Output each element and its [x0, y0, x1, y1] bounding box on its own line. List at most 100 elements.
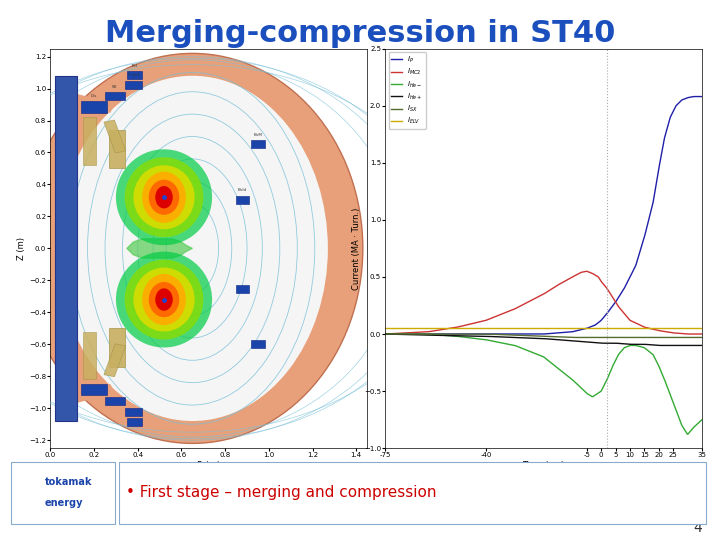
$I_{He-}$ [381, 331, 390, 338]
$I_{He+}$ [641, 341, 649, 348]
Bar [127, 418, 142, 426]
$I_P$ [381, 331, 390, 338]
$I_{He-}$ [531, 350, 540, 357]
$I_{MC2}$ [552, 282, 561, 289]
$I_{MC2}$ [534, 294, 542, 300]
Bar [84, 332, 96, 380]
$I_{SX}$ [568, 334, 577, 341]
Text: 4: 4 [693, 521, 702, 535]
Text: SX: SX [112, 85, 117, 89]
$I_{SX}$ [642, 334, 650, 341]
Text: P coil: P coil [128, 73, 139, 77]
$I_{MC2}$ [642, 324, 650, 330]
Legend: $I_P$, $I_{MC2}$, $I_{He-}$, $I_{He+}$, $I_{SX}$, $I_{ELV}$: $I_P$, $I_{MC2}$, $I_{He-}$, $I_{He+}$, … [389, 52, 426, 129]
$I_{MC2}$ [570, 273, 578, 280]
$I_P$ [690, 93, 699, 100]
Ellipse shape [149, 180, 179, 215]
Bar [105, 92, 125, 100]
Text: • First stage – merging and compression: • First stage – merging and compression [126, 485, 436, 500]
Bar [236, 285, 249, 293]
Ellipse shape [133, 268, 194, 332]
Ellipse shape [142, 274, 186, 325]
Y-axis label: Z (m): Z (m) [17, 237, 27, 260]
$I_{SX}$ [570, 334, 579, 341]
Bar [81, 102, 107, 112]
$I_{He-}$ [570, 377, 578, 384]
$I_{He-}$ [641, 345, 649, 352]
Text: energy: energy [45, 498, 83, 508]
$I_{He+}$ [698, 342, 706, 349]
Text: BvId: BvId [238, 188, 247, 192]
$I_{SX}$ [534, 333, 542, 339]
Line: $I_{He-}$: $I_{He-}$ [385, 334, 702, 434]
$I_{He-}$ [698, 416, 706, 423]
Ellipse shape [156, 186, 173, 208]
Ellipse shape [22, 53, 363, 443]
$I_{He+}$ [690, 342, 699, 349]
Bar [125, 408, 142, 416]
$I_{SX}$ [552, 334, 561, 340]
$I_{He-}$ [690, 423, 699, 429]
$I_{SX}$ [690, 334, 699, 341]
Bar [251, 340, 264, 348]
$I_{He+}$ [534, 335, 542, 342]
$I_P$ [534, 331, 542, 338]
$I_{SX}$ [698, 334, 706, 341]
Bar [69, 384, 114, 404]
Polygon shape [127, 239, 192, 258]
Ellipse shape [57, 76, 328, 421]
$I_{MC2}$ [381, 331, 390, 338]
$I_P$ [698, 93, 706, 100]
Bar [125, 80, 142, 89]
$I_{MC2}$ [531, 295, 540, 301]
Bar [84, 117, 96, 165]
Ellipse shape [142, 172, 186, 223]
$I_{He+}$ [654, 342, 663, 349]
Ellipse shape [149, 282, 179, 317]
Line: $I_{He+}$: $I_{He+}$ [385, 334, 702, 346]
$I_P$ [570, 328, 578, 335]
Ellipse shape [156, 288, 173, 310]
Text: IDs: IDs [91, 94, 97, 98]
Text: tokamak: tokamak [45, 477, 92, 487]
Bar [127, 71, 142, 79]
$I_P$ [552, 330, 561, 336]
$I_{He-}$ [683, 431, 692, 437]
Text: Merging-compression in ST40: Merging-compression in ST40 [105, 19, 615, 48]
Ellipse shape [116, 149, 212, 245]
$I_P$ [690, 93, 698, 100]
$I_{SX}$ [531, 333, 540, 339]
$I_{He+}$ [381, 331, 390, 338]
Bar [104, 344, 126, 377]
Text: TE: TE [21, 488, 34, 498]
$I_{He-}$ [534, 351, 542, 357]
Bar [236, 195, 249, 204]
$I_P$ [641, 232, 649, 238]
Line: $I_{MC2}$: $I_{MC2}$ [385, 271, 702, 334]
Line: $I_P$: $I_P$ [385, 97, 702, 334]
Y-axis label: Current (MA · Turn.): Current (MA · Turn.) [352, 207, 361, 289]
$I_{MC2}$ [698, 331, 706, 338]
$I_{MC2}$ [582, 268, 591, 274]
$I_{SX}$ [381, 331, 390, 338]
Bar [69, 93, 114, 113]
Bar [109, 328, 125, 367]
$I_{He+}$ [552, 336, 561, 343]
Text: BvM: BvM [253, 132, 262, 137]
$I_{He+}$ [531, 335, 540, 341]
Line: $I_{SX}$: $I_{SX}$ [385, 334, 702, 338]
$I_{He+}$ [570, 338, 578, 344]
Bar [105, 397, 125, 405]
Text: Pcl: Pcl [132, 64, 138, 68]
Bar [251, 140, 264, 148]
Ellipse shape [125, 157, 203, 237]
$I_{MC2}$ [690, 331, 699, 338]
Bar [55, 76, 76, 421]
Bar [81, 384, 107, 395]
Ellipse shape [133, 165, 194, 229]
Ellipse shape [116, 252, 212, 348]
Bar [109, 130, 125, 168]
$I_P$ [531, 331, 540, 338]
X-axis label: R (m): R (m) [197, 461, 220, 470]
$I_{He-}$ [552, 364, 561, 370]
